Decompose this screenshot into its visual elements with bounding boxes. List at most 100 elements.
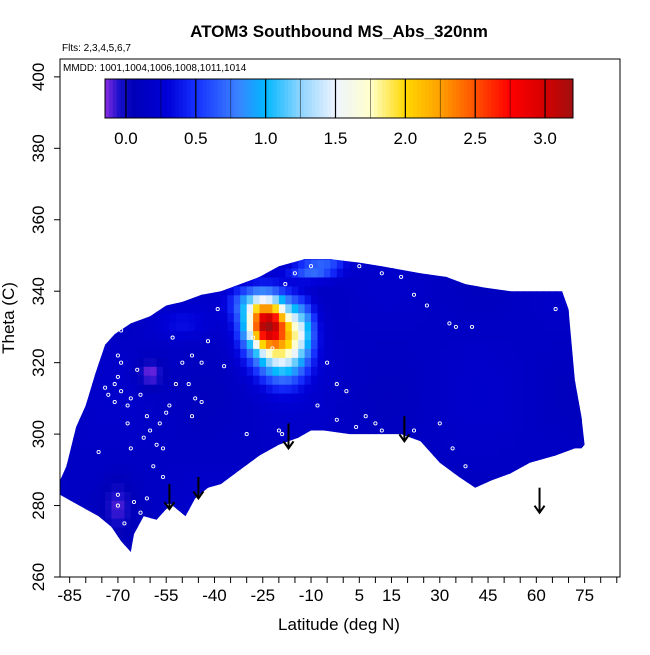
heatmap-cell [336, 402, 344, 412]
heatmap-cell [542, 303, 550, 314]
heatmap-cell [330, 357, 338, 367]
heatmap-cell [414, 330, 421, 340]
heatmap-cell [317, 339, 325, 349]
heatmap-cell [439, 446, 447, 457]
heatmap-cell [188, 428, 196, 439]
heatmap-cell [163, 384, 170, 394]
heatmap-cell [549, 330, 557, 340]
heatmap-cell [433, 446, 441, 457]
heatmap-cell [510, 464, 518, 474]
heatmap-cell [510, 375, 518, 385]
heatmap-cell [381, 419, 389, 430]
heatmap-cell [362, 402, 370, 412]
heatmap-cell [446, 321, 454, 332]
heatmap-cell [304, 294, 312, 305]
heatmap-cell [124, 509, 132, 519]
heatmap-cell [343, 294, 351, 305]
heatmap-cell [272, 366, 280, 376]
heatmap-cell [137, 410, 145, 421]
heatmap-cell [381, 366, 389, 376]
arrow-head [398, 433, 411, 443]
heatmap-cell [233, 393, 241, 403]
heatmap-cell [117, 455, 125, 465]
sample-point [357, 264, 362, 269]
heatmap-cell [388, 339, 396, 349]
heatmap-cell [336, 294, 344, 305]
heatmap-cell [105, 348, 113, 358]
heatmap-cell [381, 268, 389, 278]
heatmap-cell [388, 330, 396, 340]
heatmap-cell [484, 473, 492, 483]
heatmap-cell [214, 366, 222, 376]
sample-point [170, 335, 175, 340]
heatmap-cell [504, 455, 512, 465]
heatmap-cell [523, 384, 531, 394]
heatmap-cell [272, 428, 280, 439]
heatmap-cell [420, 410, 428, 421]
heatmap-cell [266, 375, 273, 385]
x-tick-label: -10 [299, 586, 324, 605]
heatmap-cell [407, 294, 415, 305]
colorbar-segment [498, 79, 504, 118]
heatmap-cell [330, 419, 338, 430]
heatmap-cell [394, 268, 402, 278]
heatmap-cell [369, 410, 376, 421]
colorbar-segment [245, 79, 250, 118]
heatmap-cell [388, 294, 396, 305]
heatmap-cell [472, 375, 479, 385]
heatmap-cell [272, 384, 280, 394]
heatmap-cell [562, 393, 570, 403]
heatmap-cell [253, 285, 261, 296]
heatmap-cell [291, 419, 299, 430]
heatmap-cell [111, 473, 119, 483]
heatmap-cell [465, 393, 473, 403]
heatmap-cell [465, 402, 473, 412]
colorbar-segment [339, 79, 344, 118]
heatmap-cell [420, 375, 428, 385]
heatmap-cell [317, 384, 325, 394]
heatmap-cell [208, 419, 215, 430]
heatmap-cell [504, 410, 512, 421]
heatmap-cell [426, 339, 434, 349]
heatmap-cell [259, 357, 267, 367]
heatmap-cell [375, 330, 383, 340]
heatmap-cell [124, 535, 132, 546]
heatmap-cell [497, 410, 505, 421]
heatmap-cell [536, 294, 544, 305]
heatmap-cell [291, 393, 299, 403]
sample-point [447, 321, 452, 326]
heatmap-cell [137, 455, 145, 465]
heatmap-cell [253, 276, 261, 287]
colorbar-segment [253, 79, 258, 118]
heatmap-cell [285, 348, 293, 358]
x-tick-label: -70 [106, 586, 131, 605]
sample-point [411, 292, 417, 297]
heatmap-cell [388, 393, 396, 403]
heatmap-cell [253, 419, 261, 430]
heatmap-cell [111, 509, 119, 519]
heatmap-cell [491, 455, 499, 465]
heatmap-cell [414, 384, 421, 394]
heatmap-cell [285, 375, 293, 385]
heatmap-cell [105, 491, 113, 501]
colorbar-tick-label: 2.0 [394, 129, 418, 148]
heatmap-cell [311, 410, 318, 421]
heatmap-cell [465, 303, 473, 314]
sample-point [119, 360, 124, 365]
heatmap-cell [304, 276, 312, 287]
heatmap-cell [362, 276, 370, 287]
heatmap-cell [497, 330, 505, 340]
heatmap-cell [79, 428, 87, 439]
heatmap-cell [465, 455, 473, 465]
heatmap-cell [388, 321, 396, 332]
colorbar-segment [467, 79, 473, 118]
heatmap-cell [150, 366, 158, 376]
heatmap-cell [111, 527, 119, 537]
heatmap-cell [484, 357, 492, 367]
heatmap-cell [343, 303, 351, 314]
sample-point [424, 303, 429, 308]
heatmap-cell [272, 339, 280, 349]
heatmap-cell [105, 455, 113, 465]
heatmap-cell [266, 303, 273, 314]
heatmap-cell [465, 464, 473, 474]
